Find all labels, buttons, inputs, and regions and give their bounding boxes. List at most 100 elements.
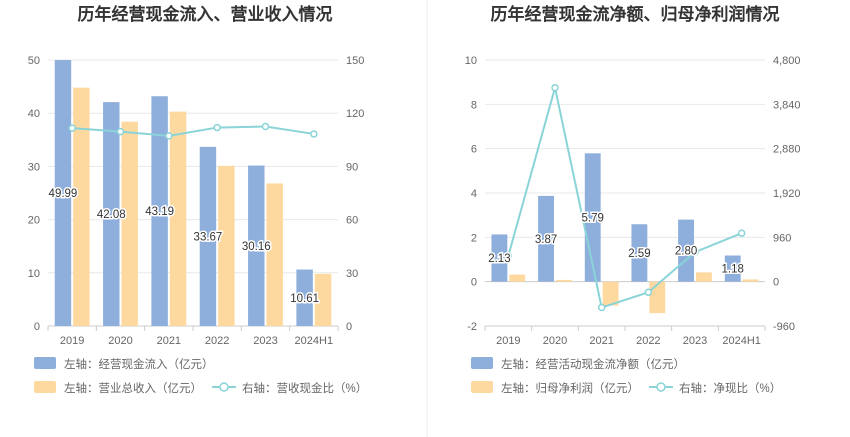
line-point <box>310 130 318 138</box>
right-axis-tick-label: 30 <box>346 268 358 280</box>
right-axis-tick-label: 0 <box>346 321 352 333</box>
x-axis-tick-label: 2022 <box>205 335 229 347</box>
legend-label: 左轴：经营现金流入（亿元） <box>64 357 214 371</box>
legend-swatch <box>471 381 493 393</box>
x-axis-tick-label: 2021 <box>589 335 613 347</box>
left-axis-tick-label: 20 <box>28 215 40 227</box>
bar-data-label: 2.13 <box>488 253 510 265</box>
legend-label: 右轴：净现比（%） <box>679 381 781 395</box>
left-axis-tick-label: 6 <box>471 144 477 156</box>
bar-secondary <box>218 165 235 326</box>
x-axis-tick-label: 2019 <box>60 335 84 347</box>
legend-swatch <box>34 381 56 393</box>
right-axis-tick-label: 90 <box>346 161 358 173</box>
right-axis-tick-label: 1,920 <box>773 188 801 200</box>
bar-primary <box>151 96 168 326</box>
bar-secondary <box>649 281 666 314</box>
chart-panel-1: 历年经营现金流入、营业收入情况 0 0 10 30 20 60 30 90 40 120 50 150 2… <box>28 4 367 395</box>
line-point <box>68 124 76 132</box>
bar-secondary <box>742 279 759 282</box>
bar-data-label: 10.61 <box>290 293 319 305</box>
line-point <box>551 83 559 92</box>
x-axis-tick-label: 2023 <box>683 335 707 347</box>
right-axis-tick-label: 960 <box>773 232 791 244</box>
left-axis-tick-label: 4 <box>471 188 477 200</box>
bar-secondary <box>556 279 572 282</box>
bar-secondary <box>314 273 332 326</box>
right-axis-tick-label: 150 <box>346 55 364 67</box>
right-axis-tick-label: 2,880 <box>773 144 801 156</box>
bar-data-label: 1.18 <box>722 264 744 276</box>
bar-data-label: 42.08 <box>97 209 126 221</box>
bar-primary <box>538 195 554 282</box>
bar-data-label: 49.99 <box>49 188 78 200</box>
x-axis-tick-label: 2024H1 <box>722 335 761 347</box>
line-point <box>261 122 270 131</box>
right-axis-tick-label: 0 <box>773 277 779 289</box>
legend-swatch <box>34 357 56 369</box>
bar-secondary <box>602 281 619 306</box>
bar-primary <box>631 224 648 282</box>
right-axis-tick-label: -960 <box>773 321 795 333</box>
left-axis-tick-label: 30 <box>28 161 40 173</box>
bar-data-label: 5.79 <box>582 212 604 224</box>
right-axis-tick-label: 120 <box>346 108 364 120</box>
x-axis-tick-label: 2023 <box>253 335 277 347</box>
bar-secondary <box>696 272 712 282</box>
right-axis-tick-label: 3,840 <box>773 99 801 111</box>
bar-secondary <box>509 274 526 282</box>
x-axis-tick-label: 2020 <box>108 335 132 347</box>
series-line <box>507 87 743 309</box>
bar-primary <box>199 146 217 326</box>
bar-primary <box>296 269 313 326</box>
bar-primary <box>54 60 72 327</box>
line-point <box>644 288 653 297</box>
legend-label: 左轴：营业总收入（亿元） <box>64 381 202 395</box>
chart-panel-2: 历年经营现金流净额、归母净利润情况 -2 -960 0 0 2 960 4 1,920 6 2,88… <box>465 4 801 395</box>
bar-secondary <box>169 111 187 326</box>
line-point <box>165 132 173 140</box>
x-axis-tick-label: 2022 <box>636 335 660 347</box>
legend-marker <box>656 382 666 392</box>
line-point <box>691 248 699 256</box>
line-point <box>737 229 746 237</box>
line-point <box>213 123 221 132</box>
bar-data-label: 43.19 <box>145 206 174 218</box>
chart-title: 历年经营现金流净额、归母净利润情况 <box>491 4 780 24</box>
left-axis-tick-label: 10 <box>465 55 477 67</box>
left-axis-tick-label: 50 <box>28 55 40 67</box>
left-axis-tick-label: 10 <box>28 268 40 280</box>
legend-label: 左轴：经营活动现金流净额（亿元） <box>501 357 685 371</box>
left-axis-tick-label: 40 <box>28 108 40 120</box>
bar-primary <box>491 234 508 282</box>
legend-label: 右轴：营收现金比（%） <box>242 381 367 395</box>
legend-marker <box>219 382 229 392</box>
bar-secondary <box>121 121 138 326</box>
legend-label: 左轴：归母净利润（亿元） <box>501 381 639 395</box>
bar-data-label: 30.16 <box>242 241 271 253</box>
bar-primary <box>724 255 741 282</box>
left-axis-tick-label: 2 <box>471 232 477 244</box>
bar-secondary <box>73 87 90 326</box>
bar-data-label: 33.67 <box>194 231 223 243</box>
x-axis-tick-label: 2020 <box>543 335 567 347</box>
line-point <box>116 127 125 136</box>
bar-data-label: 2.59 <box>628 248 650 260</box>
bar-data-label: 3.87 <box>535 234 557 246</box>
x-axis-tick-label: 2024H1 <box>295 335 334 347</box>
left-axis-tick-label: -2 <box>467 321 477 333</box>
bar-primary <box>248 165 265 326</box>
bar-secondary <box>266 183 283 326</box>
chart-title: 历年经营现金流入、营业收入情况 <box>78 4 333 24</box>
bar-primary <box>103 102 120 326</box>
x-axis-tick-label: 2019 <box>496 335 520 347</box>
x-axis-tick-label: 2021 <box>157 335 181 347</box>
left-axis-tick-label: 8 <box>471 99 477 111</box>
bar-data-label: 2.80 <box>675 246 697 258</box>
bar-primary <box>678 219 694 282</box>
legend-swatch <box>471 357 493 369</box>
right-axis-tick-label: 4,800 <box>773 55 801 67</box>
line-point <box>504 252 513 260</box>
left-axis-tick-label: 0 <box>471 277 477 289</box>
